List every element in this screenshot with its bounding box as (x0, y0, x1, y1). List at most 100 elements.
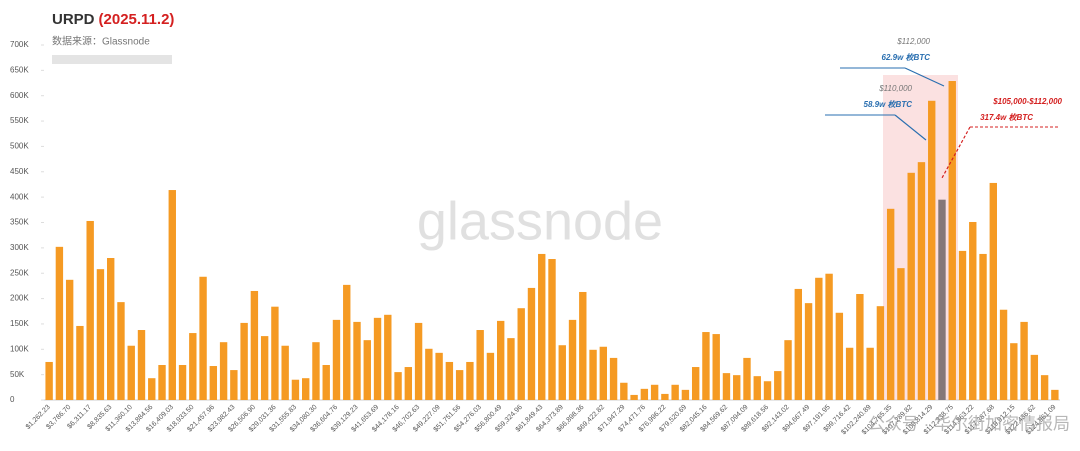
bar (589, 349, 597, 400)
bar (794, 288, 802, 400)
y-tick-label: 650K (10, 65, 29, 74)
bar (753, 376, 761, 400)
y-tick-label: 700K (10, 40, 29, 49)
bar (476, 330, 484, 400)
bar (363, 340, 371, 400)
bar (969, 221, 977, 400)
bar (948, 81, 956, 400)
bar (137, 330, 146, 400)
bar (322, 365, 330, 400)
bar (281, 345, 289, 400)
bar (219, 342, 228, 400)
arrow (894, 114, 927, 141)
y-tick-label: 450K (10, 167, 29, 176)
bar (117, 302, 125, 400)
bar (45, 361, 53, 400)
bar (928, 100, 936, 401)
bar (178, 365, 187, 400)
y-tick-label: 150K (10, 319, 29, 328)
annotation-amount: 62.9w 枚BTC (882, 53, 931, 62)
bar (373, 317, 382, 400)
bar (332, 319, 341, 400)
bar (55, 246, 64, 400)
bar (989, 182, 997, 400)
bar (907, 172, 915, 400)
bar (938, 199, 946, 400)
bar (886, 208, 895, 400)
bar (189, 333, 197, 400)
annotation-amount: 317.4w 枚BTC (980, 113, 1033, 122)
bar (804, 303, 813, 400)
bar (107, 258, 115, 400)
bar (425, 348, 433, 400)
bar (1051, 389, 1059, 400)
bar (1020, 321, 1028, 400)
bar (763, 381, 772, 400)
bar (630, 394, 638, 400)
bar (507, 338, 515, 400)
bar (260, 336, 269, 400)
bar (496, 320, 505, 400)
bar (691, 367, 700, 400)
bar (979, 253, 987, 400)
bar (127, 345, 135, 400)
watermark: glassnode (417, 191, 663, 251)
bar (866, 347, 874, 400)
bar (435, 352, 443, 400)
arrow (904, 67, 945, 87)
bar (784, 340, 792, 400)
bar (312, 342, 320, 400)
bar (917, 162, 926, 400)
bar (640, 388, 649, 400)
bar (876, 306, 885, 400)
y-tick-label: 500K (10, 142, 29, 151)
bar (1040, 375, 1049, 400)
bar (958, 250, 967, 400)
chart-title: URPD (2025.11.2) (52, 11, 174, 28)
y-tick-label: 50K (10, 370, 25, 379)
bar (527, 287, 536, 400)
bar (353, 321, 361, 400)
annotation-price: $105,000-$112,000 (992, 97, 1062, 106)
bar (815, 277, 823, 400)
bar (230, 370, 238, 400)
bar (835, 312, 844, 400)
bar (517, 308, 525, 400)
annotation-price: $110,000 (878, 84, 912, 93)
bar (240, 322, 248, 400)
bar (845, 347, 854, 400)
bar (722, 373, 731, 400)
bar (250, 290, 259, 400)
blurred-row (52, 55, 172, 64)
title-date: (2025.11.2) (99, 11, 175, 28)
bar (702, 332, 710, 400)
bar (609, 357, 618, 400)
bar (466, 361, 474, 400)
bar (774, 371, 782, 400)
bar (733, 375, 741, 400)
subtitle: 数据来源：Glassnode (52, 35, 150, 48)
bar (620, 382, 628, 400)
title: URPD (52, 11, 95, 28)
bar (1010, 343, 1018, 400)
bar (455, 370, 464, 400)
bar (548, 259, 556, 400)
bar (661, 393, 669, 400)
bar (394, 372, 402, 400)
bar (384, 314, 392, 400)
footer-watermark: 公众号 · 华尔街加密情报局 (868, 414, 1070, 433)
bar (158, 365, 166, 400)
annotation-amount: 58.9w 枚BTC (864, 100, 913, 109)
bar (404, 367, 413, 400)
bar (96, 269, 105, 400)
bar (681, 389, 690, 400)
bar (199, 276, 207, 400)
bar (271, 306, 279, 400)
y-tick-label: 100K (10, 344, 29, 353)
bar (671, 384, 679, 400)
bar (538, 253, 546, 400)
plot: 0 50K 100K 150K 200K 250K 300K 350K 400K 450K 500K… (10, 40, 1060, 436)
bar (168, 190, 176, 400)
y-tick-label: 550K (10, 116, 29, 125)
